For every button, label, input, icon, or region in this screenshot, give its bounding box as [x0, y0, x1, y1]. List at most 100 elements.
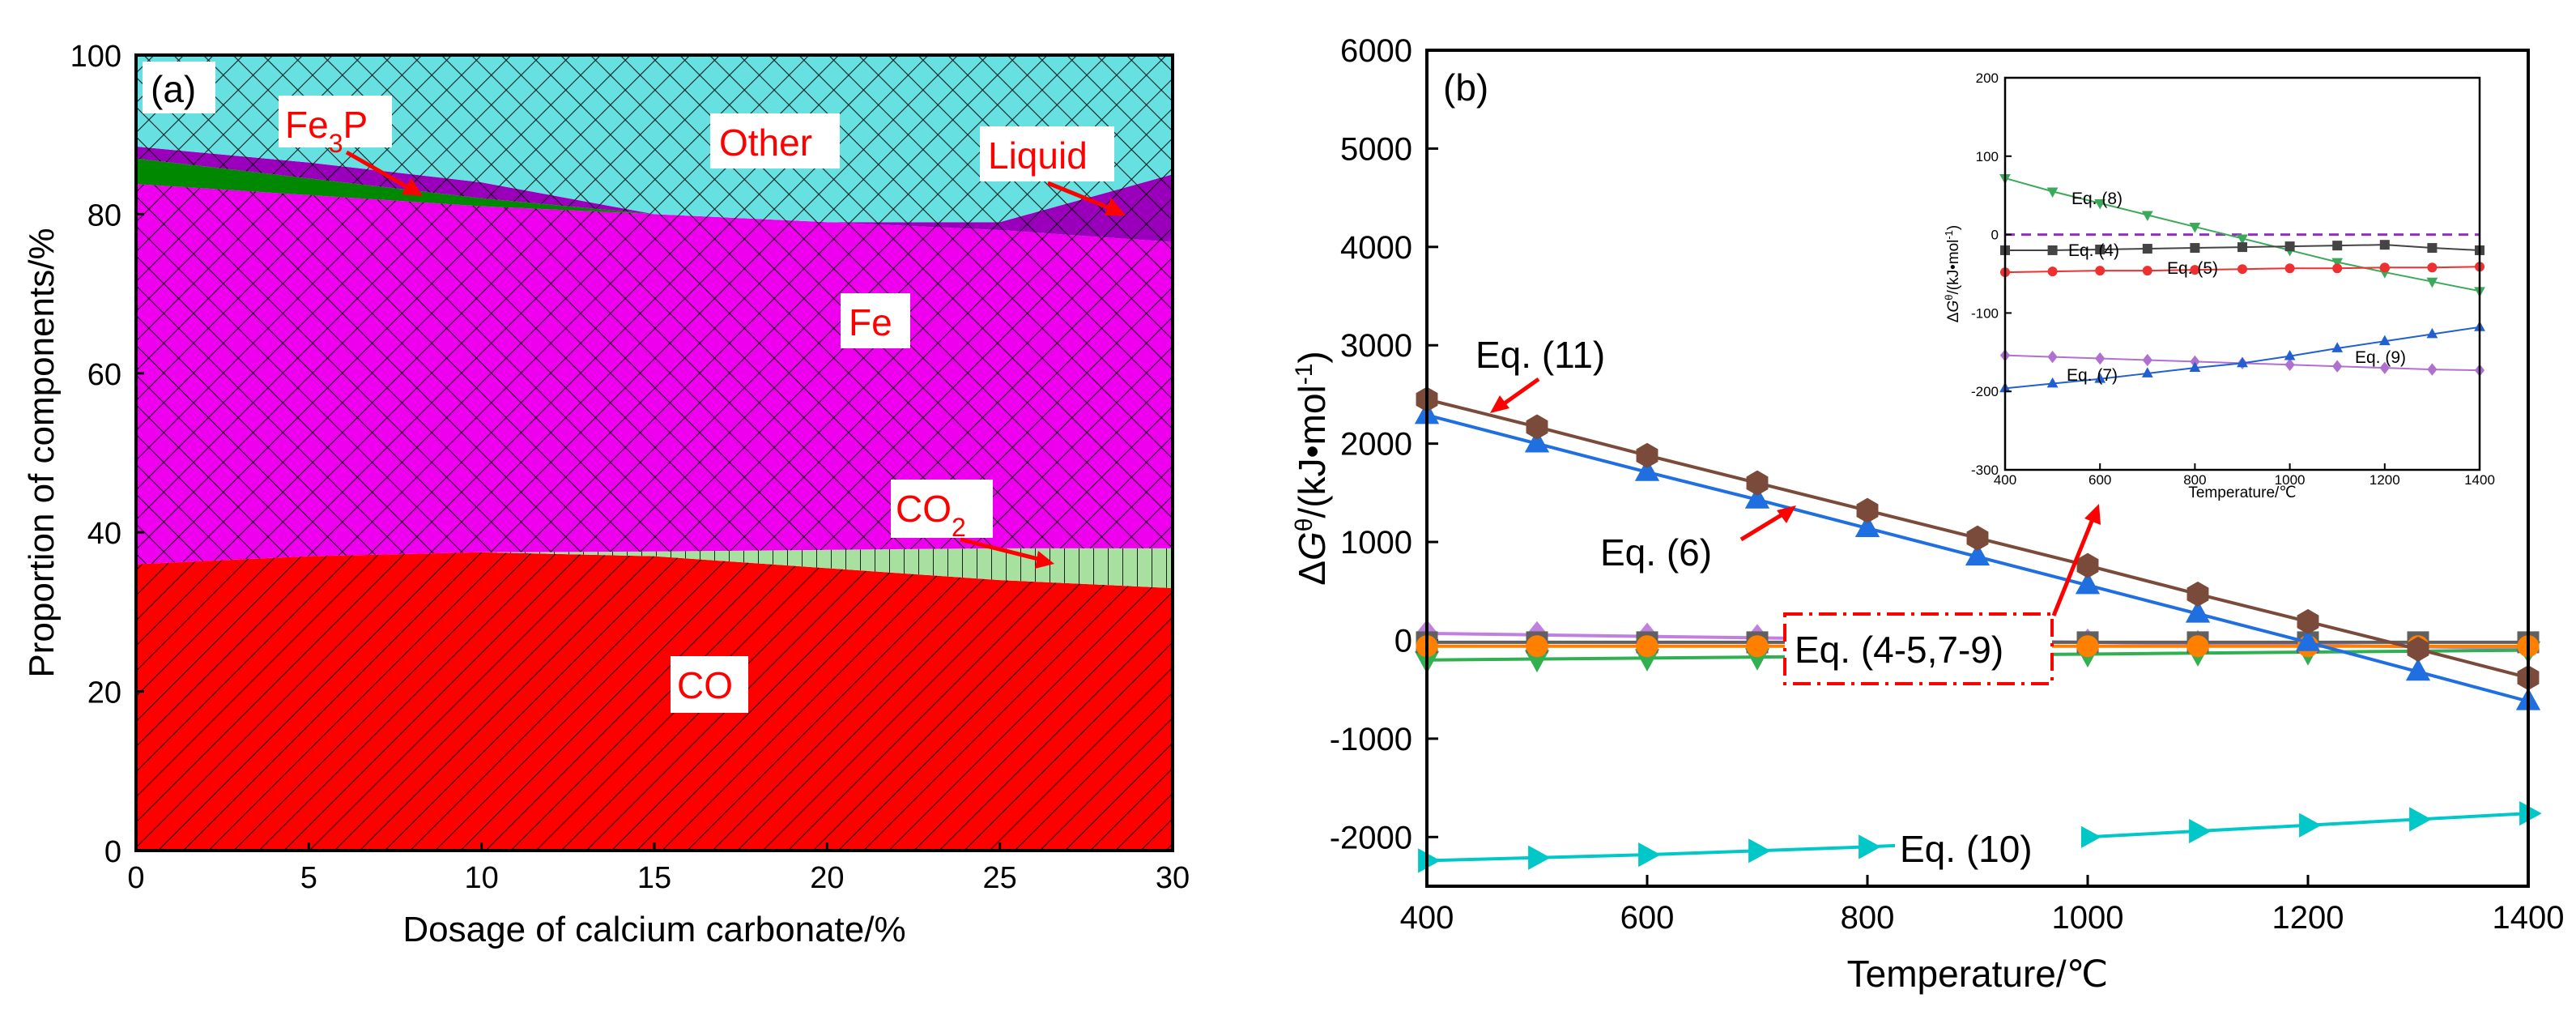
panel-b-xtick-label: 400 — [1400, 900, 1454, 936]
layer-other-hatch — [136, 55, 1173, 223]
co2-arrow — [960, 537, 1045, 563]
inset-xtick-label: 600 — [2088, 472, 2111, 488]
series-eq6-point — [1744, 486, 1770, 509]
inset-series-eq4-point — [2284, 241, 2295, 252]
inset-xtick-label: 1200 — [2369, 472, 2400, 488]
series-eq10-point — [2519, 801, 2542, 826]
inset-series-eq9-point — [2095, 352, 2106, 365]
inset-eq7-label: Eq. (7) — [2067, 366, 2118, 385]
inset-xtick-label: 1000 — [2275, 472, 2306, 488]
series-eq10-point — [1528, 845, 1551, 870]
panel-a-xtick-label: 10 — [465, 861, 499, 895]
inset-series-eq5-point — [2379, 262, 2390, 273]
eq4-9-arrow — [2051, 514, 2097, 616]
panel-b: 400 600 800 1000 1200 1400-2000-1000010002000… — [1291, 33, 2565, 995]
inset-series-eq8-point — [2046, 187, 2059, 198]
inset-series-eq7-point — [2426, 327, 2438, 339]
inset-xtick-label: 400 — [1994, 472, 2016, 488]
inset-xtick-label: 800 — [2183, 472, 2206, 488]
co2-arrowhead — [1035, 551, 1054, 569]
liquid-label-bg — [980, 126, 1114, 181]
inset-ytick-label: 100 — [1976, 149, 1999, 164]
series-eq11-point — [2407, 636, 2429, 662]
co-label-bg — [671, 656, 748, 713]
inset-series-eq5-point — [2427, 262, 2438, 273]
inset-series-eq7-point — [2141, 367, 2153, 377]
series-eq6-point — [2295, 629, 2321, 651]
series-eq6-point — [1854, 514, 1880, 537]
panel-b-xtick-label: 1400 — [2493, 900, 2565, 936]
inset-series-eq7-point — [2046, 377, 2059, 388]
series-eq10-point — [1859, 834, 1881, 859]
layer-co-hatch — [136, 552, 1173, 851]
series-eq11-point — [1966, 525, 1989, 551]
panel-b-ytick-label: 2000 — [1340, 427, 1412, 463]
inset-series-eq8-point — [2237, 234, 2248, 245]
layer-liquid-hatch — [136, 146, 1173, 242]
inset-series-eq4-point — [2142, 244, 2152, 254]
inset-ytick-label: -100 — [1971, 305, 1999, 321]
series-eq6-point — [2075, 571, 2101, 595]
eq4-9-label: Eq. (4-5,7-9) — [1795, 629, 2003, 671]
co-label: CO — [677, 664, 733, 706]
series-eq11-point — [1526, 414, 1548, 440]
inset-series-eq8-point — [2094, 198, 2106, 210]
inset-series-eq5-point — [2238, 264, 2247, 275]
liquid-arrowhead — [1105, 198, 1126, 215]
inset-ylabel: ΔGθ/(kJ•mol-1) — [1943, 225, 1963, 322]
inset-series-eq4-point — [2238, 242, 2247, 253]
series-eq6-point — [1524, 430, 1550, 453]
inset-series-eq5-point — [2095, 266, 2106, 276]
inset-series-eq5-point — [2047, 267, 2058, 277]
panel-b-xlabel: Temperature/℃ — [1847, 953, 2109, 995]
series-eq6-point — [2185, 600, 2211, 623]
panel-a-label: (a) — [151, 68, 196, 110]
panel-a-ytick-label: 40 — [87, 517, 121, 551]
panel-b-ylabel: ΔGθ/(kJ•mol-1) — [1291, 351, 1334, 586]
inset-series-eq4-point — [2047, 245, 2058, 255]
series-eq11-point — [1636, 442, 1658, 468]
inset-series-eq7-point — [2094, 373, 2106, 383]
other-label-bg — [710, 113, 840, 168]
eq4-9-box — [1783, 612, 2054, 685]
inset-series-eq7-point — [2331, 342, 2344, 352]
panel-a-xtick-label: 0 — [127, 861, 144, 895]
panel-a-xtick-label: 20 — [810, 861, 844, 895]
series-eq5-point — [2076, 635, 2099, 658]
inset-series-eq8-point — [2189, 223, 2201, 233]
panel-b-xtick-label: 600 — [1620, 900, 1675, 936]
panel-b-inset: 400 600 800 1000 1200 1400 -300 -200 -100 0 100 200… — [1943, 70, 2495, 501]
panel-a-ticks: 0 5 10 15 20 25 30 0 20 40 60 80 100 — [70, 40, 1190, 895]
layer-fe-hatch — [136, 184, 1173, 565]
series-eq5-point — [1526, 635, 1548, 658]
series-eq5-point — [1636, 635, 1658, 658]
other-label: Other — [719, 122, 812, 164]
series-eq5-point — [2186, 635, 2209, 658]
inset-series-eq8-point — [2426, 277, 2438, 288]
inset-series-eq8-point — [2141, 211, 2153, 222]
inset-series-eq9-point — [2332, 360, 2343, 373]
eq4-9-arrowhead — [2084, 504, 2101, 525]
panel-a-ytick-label: 80 — [87, 198, 121, 232]
panel-b-ytick-label: 0 — [1394, 623, 1412, 659]
inset-series-eq7-point — [2237, 356, 2248, 368]
inset-ytick-label: 0 — [1991, 228, 1999, 243]
panel-a: 0 5 10 15 20 25 30 0 20 40 60 80 100 Dosage of calci… — [22, 40, 1190, 949]
panel-b-ytick-label: 1000 — [1340, 525, 1412, 561]
inset-series-eq5-point — [2190, 265, 2200, 275]
inset-series-eq4-point — [2427, 243, 2438, 254]
inset-series-eq5-point — [2284, 263, 2295, 274]
panel-b-ytick-label: 6000 — [1340, 33, 1412, 69]
fe3p-label-bg — [279, 96, 392, 147]
panel-a-ytick-label: 60 — [87, 358, 121, 392]
series-eq11-point — [2297, 608, 2319, 634]
series-eq11-point — [1856, 497, 1879, 523]
panel-b-ticks: 400 600 800 1000 1200 1400-2000-1000010002000… — [1330, 33, 2565, 936]
panel-b-ytick-label: 3000 — [1340, 328, 1412, 364]
inset-series-eq4-point — [2190, 243, 2200, 254]
series-eq10-point — [2409, 807, 2432, 832]
inset-xlabel: Temperature/℃ — [2188, 484, 2296, 501]
inset-eq8-label: Eq. (8) — [2071, 190, 2123, 208]
inset-series-eq9-point — [2379, 361, 2390, 374]
